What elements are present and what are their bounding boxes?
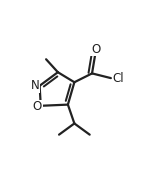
Text: O: O [91,43,100,56]
Text: N: N [31,79,39,92]
Text: Cl: Cl [113,72,124,85]
Text: O: O [33,100,42,113]
